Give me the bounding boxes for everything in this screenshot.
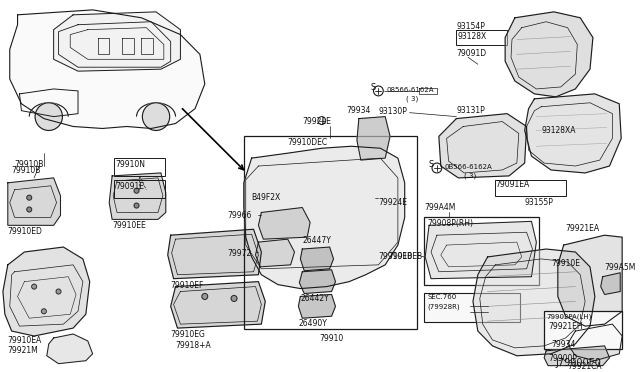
Polygon shape (244, 146, 404, 289)
Text: 799A5M: 799A5M (605, 263, 636, 272)
Bar (424, 217, 540, 285)
Polygon shape (505, 12, 593, 97)
Text: 79910B: 79910B (15, 160, 44, 169)
Polygon shape (425, 221, 536, 279)
Text: 79910EA: 79910EA (8, 336, 42, 345)
Text: 79910EF: 79910EF (171, 280, 204, 290)
Polygon shape (47, 334, 93, 364)
Polygon shape (298, 295, 335, 318)
Text: 79910EB: 79910EB (378, 252, 413, 261)
Circle shape (27, 195, 32, 200)
Text: 93130P: 93130P (378, 107, 407, 116)
Text: 26442Y: 26442Y (300, 295, 329, 304)
Text: 79924E: 79924E (378, 198, 408, 206)
Bar (114, 158, 165, 176)
Text: 79910ED: 79910ED (8, 227, 43, 236)
Bar (424, 292, 520, 322)
Text: 79918+A: 79918+A (175, 341, 211, 350)
Circle shape (56, 289, 61, 294)
Polygon shape (439, 113, 527, 178)
Text: 08566-6162A: 08566-6162A (386, 87, 434, 93)
Polygon shape (3, 247, 90, 336)
Text: S: S (429, 160, 434, 169)
Text: 79921EH: 79921EH (548, 322, 582, 331)
Bar (544, 311, 622, 349)
Text: 79902PA(LH): 79902PA(LH) (546, 313, 591, 320)
Text: 93128X: 93128X (458, 32, 486, 41)
Text: 79921M: 79921M (8, 346, 38, 355)
Bar (456, 30, 507, 45)
Polygon shape (109, 173, 166, 219)
Text: 79900P: 79900P (548, 354, 577, 363)
Text: 79910DEC: 79910DEC (288, 138, 328, 147)
Text: 79091EA: 79091EA (495, 180, 530, 189)
Circle shape (27, 207, 32, 212)
Text: 79921EA: 79921EA (566, 224, 600, 233)
Polygon shape (255, 239, 294, 267)
Polygon shape (568, 324, 622, 361)
Polygon shape (473, 249, 595, 356)
Text: 79910E: 79910E (551, 259, 580, 268)
Circle shape (134, 203, 139, 208)
Polygon shape (300, 247, 333, 271)
Text: 93128XA: 93128XA (541, 126, 576, 135)
Text: 26490Y: 26490Y (298, 319, 327, 328)
Text: ( 3): ( 3) (406, 96, 418, 102)
Text: 0B566-6162A: 0B566-6162A (445, 164, 492, 170)
Text: 93155P: 93155P (525, 198, 554, 206)
Text: 79966: 79966 (227, 211, 252, 221)
Circle shape (202, 294, 208, 299)
Text: 79910EB: 79910EB (388, 252, 422, 261)
Text: 79091D: 79091D (456, 49, 486, 58)
Text: 79908P(RH): 79908P(RH) (427, 219, 473, 228)
Polygon shape (171, 282, 265, 328)
Text: 79972: 79972 (227, 249, 252, 258)
Polygon shape (8, 178, 60, 225)
Text: 79910EG: 79910EG (171, 330, 205, 339)
Polygon shape (558, 235, 622, 326)
Text: 93154P: 93154P (456, 22, 485, 31)
Text: 79934: 79934 (347, 106, 371, 115)
Text: 79091E: 79091E (115, 182, 144, 191)
Text: S: S (370, 83, 376, 92)
Circle shape (42, 309, 46, 314)
Text: 93131P: 93131P (456, 106, 485, 115)
Polygon shape (544, 346, 609, 366)
Text: 799A4M: 799A4M (424, 203, 456, 212)
Text: 79910N: 79910N (115, 160, 145, 169)
Polygon shape (300, 270, 335, 294)
Polygon shape (259, 208, 310, 239)
Text: 79910EE: 79910EE (112, 221, 146, 230)
Text: ( 3): ( 3) (464, 173, 476, 179)
Polygon shape (54, 12, 180, 71)
Circle shape (35, 103, 63, 131)
Bar (114, 180, 165, 198)
Circle shape (231, 295, 237, 301)
Text: SEC.760: SEC.760 (427, 295, 456, 301)
Text: 26447Y: 26447Y (302, 236, 331, 245)
Text: 79921CA: 79921CA (568, 362, 602, 371)
Text: 79910: 79910 (319, 334, 344, 343)
Circle shape (32, 284, 36, 289)
Text: J79900E0: J79900E0 (556, 358, 602, 368)
Text: 79934: 79934 (551, 340, 575, 349)
Circle shape (134, 188, 139, 193)
Text: (79928R): (79928R) (427, 304, 460, 310)
Text: 79910B: 79910B (12, 166, 41, 175)
Polygon shape (601, 273, 620, 295)
Polygon shape (525, 94, 621, 173)
Polygon shape (357, 116, 390, 160)
Polygon shape (168, 229, 261, 279)
Bar (495, 180, 566, 196)
Circle shape (142, 103, 170, 131)
Text: 79921E: 79921E (302, 116, 331, 126)
Text: B49F2X: B49F2X (252, 193, 281, 202)
Bar (244, 137, 417, 329)
Polygon shape (10, 10, 205, 128)
